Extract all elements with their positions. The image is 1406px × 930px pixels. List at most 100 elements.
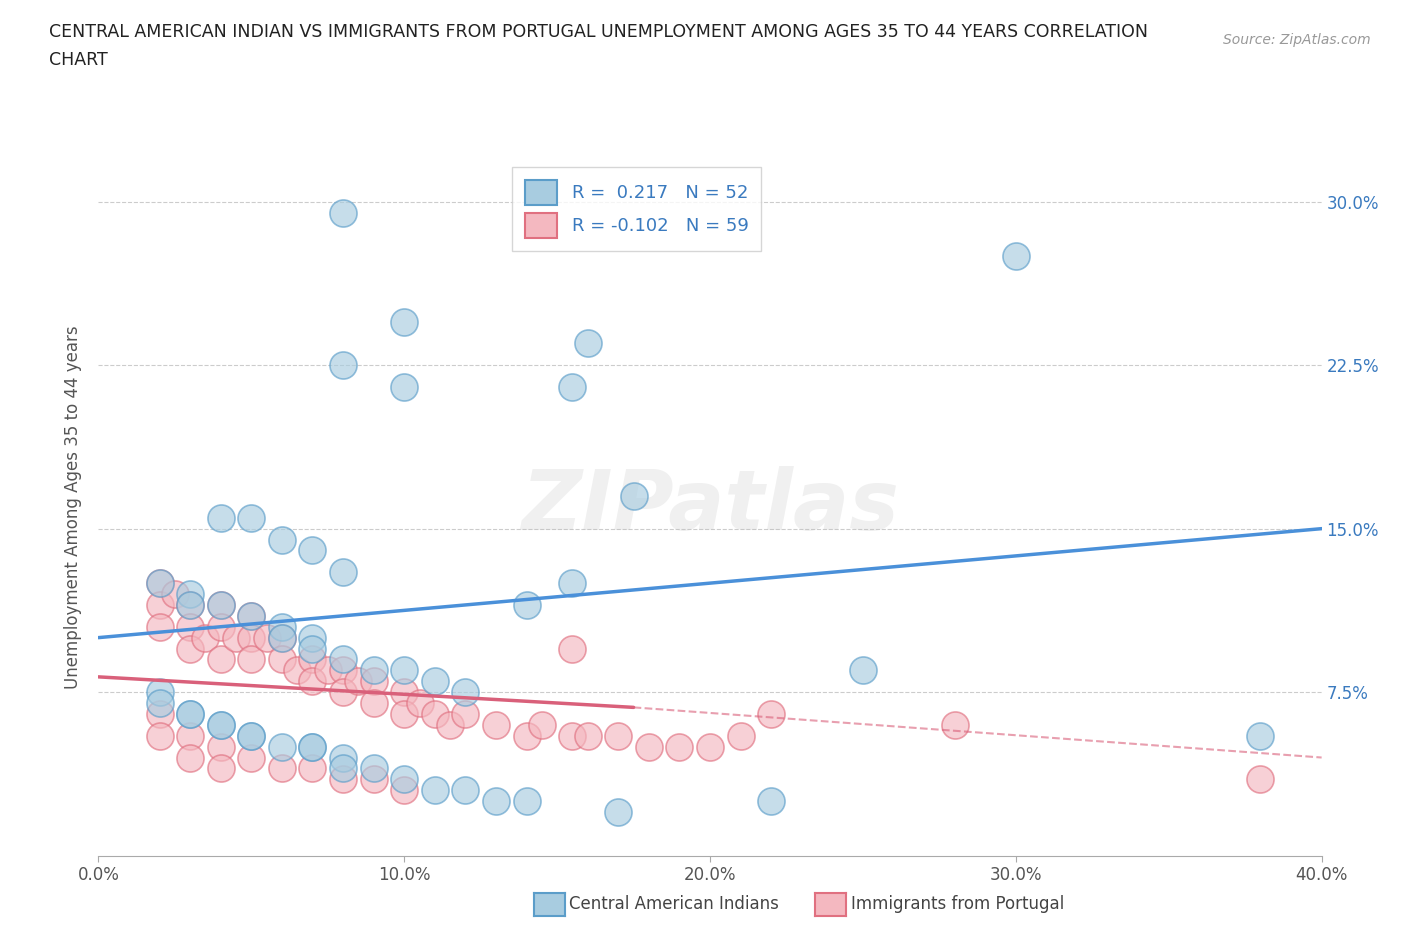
Point bbox=[209, 597, 232, 612]
Point bbox=[270, 739, 292, 754]
Point bbox=[240, 631, 263, 645]
Point bbox=[637, 739, 661, 754]
Point bbox=[363, 673, 385, 688]
Point bbox=[149, 707, 172, 722]
Point bbox=[423, 673, 446, 688]
Point bbox=[454, 783, 477, 798]
Point bbox=[332, 761, 354, 776]
Point bbox=[332, 663, 354, 678]
Point bbox=[408, 696, 430, 711]
Point bbox=[240, 728, 263, 743]
Point bbox=[561, 379, 583, 394]
Point bbox=[576, 728, 599, 743]
Point bbox=[179, 619, 201, 634]
Text: Central American Indians: Central American Indians bbox=[569, 896, 779, 913]
Point bbox=[392, 379, 416, 394]
Point bbox=[149, 576, 172, 591]
Point bbox=[240, 728, 263, 743]
Point bbox=[301, 673, 323, 688]
Point bbox=[240, 608, 263, 623]
Point bbox=[179, 707, 201, 722]
Point bbox=[240, 751, 263, 765]
Text: Immigrants from Portugal: Immigrants from Portugal bbox=[851, 896, 1064, 913]
Point bbox=[730, 728, 752, 743]
Text: CENTRAL AMERICAN INDIAN VS IMMIGRANTS FROM PORTUGAL UNEMPLOYMENT AMONG AGES 35 T: CENTRAL AMERICAN INDIAN VS IMMIGRANTS FR… bbox=[49, 23, 1149, 41]
Point bbox=[179, 641, 201, 656]
Point bbox=[561, 576, 583, 591]
Point bbox=[332, 652, 354, 667]
Point bbox=[759, 707, 782, 722]
Point bbox=[194, 631, 217, 645]
Point bbox=[316, 663, 339, 678]
Text: Source: ZipAtlas.com: Source: ZipAtlas.com bbox=[1223, 33, 1371, 46]
Point bbox=[392, 707, 416, 722]
Point bbox=[179, 728, 201, 743]
Point bbox=[149, 684, 172, 699]
Point bbox=[179, 751, 201, 765]
Point bbox=[392, 663, 416, 678]
Point bbox=[225, 631, 247, 645]
Point bbox=[285, 663, 308, 678]
Point bbox=[209, 597, 232, 612]
Point bbox=[1249, 728, 1271, 743]
Point bbox=[943, 717, 966, 732]
Text: ZIPatlas: ZIPatlas bbox=[522, 466, 898, 548]
Point bbox=[270, 631, 292, 645]
Point bbox=[392, 314, 416, 329]
Point bbox=[363, 696, 385, 711]
Point bbox=[209, 652, 232, 667]
Point bbox=[759, 793, 782, 808]
Point bbox=[301, 652, 323, 667]
Point bbox=[332, 358, 354, 373]
Y-axis label: Unemployment Among Ages 35 to 44 years: Unemployment Among Ages 35 to 44 years bbox=[65, 326, 83, 688]
Point bbox=[163, 587, 186, 602]
Point bbox=[454, 684, 477, 699]
Point bbox=[301, 739, 323, 754]
Point bbox=[179, 597, 201, 612]
Point bbox=[516, 793, 538, 808]
Point bbox=[149, 696, 172, 711]
Point bbox=[347, 673, 370, 688]
Point bbox=[301, 631, 323, 645]
Point bbox=[149, 576, 172, 591]
Point bbox=[332, 751, 354, 765]
Point bbox=[256, 631, 278, 645]
Point bbox=[668, 739, 690, 754]
Point bbox=[332, 772, 354, 787]
Point bbox=[240, 511, 263, 525]
Point bbox=[392, 684, 416, 699]
Point bbox=[149, 619, 172, 634]
Point bbox=[301, 739, 323, 754]
Point bbox=[423, 783, 446, 798]
Point bbox=[209, 739, 232, 754]
Text: CHART: CHART bbox=[49, 51, 108, 69]
Point bbox=[270, 761, 292, 776]
Point bbox=[270, 532, 292, 547]
Point bbox=[516, 597, 538, 612]
Point bbox=[149, 728, 172, 743]
Point bbox=[363, 761, 385, 776]
Point bbox=[209, 511, 232, 525]
Point bbox=[270, 652, 292, 667]
Point bbox=[699, 739, 721, 754]
Point bbox=[454, 707, 477, 722]
Point bbox=[209, 619, 232, 634]
Point bbox=[149, 597, 172, 612]
Point bbox=[363, 663, 385, 678]
Point bbox=[301, 543, 323, 558]
Point bbox=[301, 761, 323, 776]
Point bbox=[607, 728, 630, 743]
Point bbox=[392, 783, 416, 798]
Point bbox=[240, 652, 263, 667]
Point bbox=[439, 717, 461, 732]
Point bbox=[623, 488, 645, 503]
Point bbox=[332, 565, 354, 579]
Point bbox=[485, 717, 508, 732]
Point bbox=[607, 804, 630, 819]
Point bbox=[209, 717, 232, 732]
Point bbox=[423, 707, 446, 722]
Point bbox=[516, 728, 538, 743]
Point bbox=[270, 619, 292, 634]
Point bbox=[179, 587, 201, 602]
Point bbox=[1004, 248, 1026, 263]
